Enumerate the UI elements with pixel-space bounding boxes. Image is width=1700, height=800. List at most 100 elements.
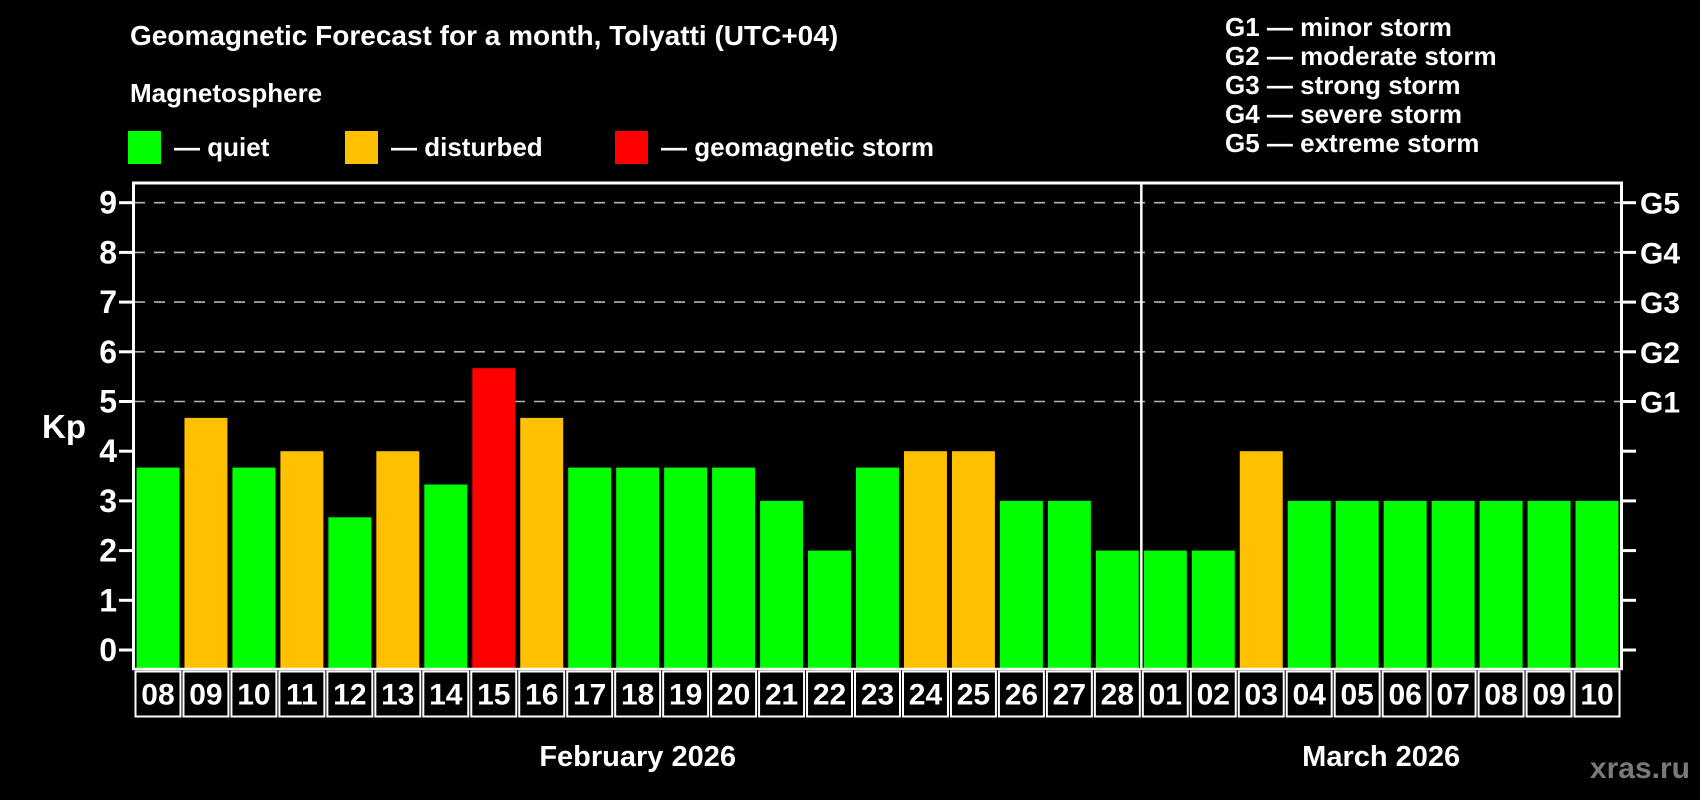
disturbed-color-swatch xyxy=(345,131,378,164)
date-box xyxy=(518,670,566,718)
month-label-1: March 2026 xyxy=(1302,741,1460,773)
date-label: 15 xyxy=(477,679,510,712)
date-label: 18 xyxy=(621,679,654,712)
storm-color-swatch xyxy=(615,131,648,164)
date-label: 02 xyxy=(1197,679,1230,712)
y-axis-label-2: 2 xyxy=(99,533,117,569)
date-box xyxy=(230,670,278,718)
watermark: xras.ru xyxy=(1589,752,1690,785)
date-label: 07 xyxy=(1436,679,1469,712)
kp-bar xyxy=(1095,550,1139,668)
date-label: 08 xyxy=(1484,679,1517,712)
date-box xyxy=(1381,670,1429,718)
date-box xyxy=(1237,670,1285,718)
magnetosphere-label: Magnetosphere xyxy=(130,78,323,108)
right-axis-label-g5: G5 xyxy=(1640,188,1680,221)
y-axis-label-3: 3 xyxy=(99,483,117,519)
date-label: 21 xyxy=(765,679,798,712)
kp-bar xyxy=(1575,500,1619,668)
date-box xyxy=(949,670,997,718)
y-axis-title: Kp xyxy=(42,408,86,445)
right-axis-label-g3: G3 xyxy=(1640,287,1680,320)
kp-bar xyxy=(951,451,995,668)
g-scale-legend-line: G3 — strong storm xyxy=(1225,70,1461,100)
date-label: 05 xyxy=(1340,679,1373,712)
date-label: 20 xyxy=(717,679,750,712)
kp-bar xyxy=(280,451,324,668)
right-axis-label-g1: G1 xyxy=(1640,387,1680,420)
g-scale-legend-line: G2 — moderate storm xyxy=(1225,41,1497,71)
date-box xyxy=(566,670,614,718)
kp-bar xyxy=(424,484,468,668)
kp-bar xyxy=(856,467,899,668)
kp-bar xyxy=(520,417,564,668)
y-axis-label-4: 4 xyxy=(99,433,117,469)
date-label: 27 xyxy=(1053,679,1086,712)
kp-bar xyxy=(712,467,756,668)
month-label-0: February 2026 xyxy=(539,741,736,773)
kp-bar xyxy=(328,517,372,668)
date-box xyxy=(1285,670,1333,718)
y-axis-label-7: 7 xyxy=(99,284,117,320)
date-label: 10 xyxy=(237,679,270,712)
date-box xyxy=(374,670,422,718)
date-label: 25 xyxy=(957,679,990,712)
date-box xyxy=(1525,670,1573,718)
kp-bar xyxy=(1191,550,1235,668)
kp-bar xyxy=(1143,550,1187,668)
g-scale-legend-line: G4 — severe storm xyxy=(1225,99,1463,129)
date-box xyxy=(134,670,182,718)
date-label: 01 xyxy=(1149,679,1182,712)
date-label: 14 xyxy=(429,679,463,712)
date-label: 13 xyxy=(381,679,414,712)
y-axis-label-8: 8 xyxy=(99,234,117,270)
y-axis-label-5: 5 xyxy=(99,384,117,420)
date-label: 12 xyxy=(333,679,366,712)
date-label: 09 xyxy=(189,679,222,712)
date-label: 04 xyxy=(1293,679,1327,712)
date-box xyxy=(422,670,470,718)
legend-item-label: — geomagnetic storm xyxy=(661,132,935,162)
kp-bar xyxy=(1383,500,1427,668)
g-scale-legend-line: G1 — minor storm xyxy=(1225,12,1452,42)
date-box xyxy=(997,670,1045,718)
kp-bar xyxy=(472,368,516,668)
legend-item-storm: — geomagnetic storm xyxy=(615,130,934,165)
kp-bar xyxy=(616,467,660,668)
date-box xyxy=(1429,670,1477,718)
kp-bar xyxy=(1431,500,1475,668)
right-axis-label-g2: G2 xyxy=(1640,337,1680,370)
y-axis-label-1: 1 xyxy=(99,582,117,618)
date-box xyxy=(901,670,949,718)
date-label: 11 xyxy=(286,679,318,712)
kp-bar xyxy=(1479,500,1523,668)
kp-bar xyxy=(664,467,708,668)
kp-bar xyxy=(568,467,612,668)
date-box xyxy=(1093,670,1141,718)
kp-bar xyxy=(808,550,852,668)
legend-item-disturbed: — disturbed xyxy=(345,130,543,165)
kp-bar xyxy=(1287,500,1331,668)
date-box xyxy=(1333,670,1381,718)
date-box xyxy=(662,670,710,718)
kp-bar xyxy=(760,500,804,668)
date-box xyxy=(710,670,758,718)
date-box xyxy=(758,670,806,718)
y-axis-label-9: 9 xyxy=(99,185,117,221)
date-label: 19 xyxy=(669,679,702,712)
kp-bar xyxy=(136,467,180,668)
g-scale-legend-line: G5 — extreme storm xyxy=(1225,128,1480,158)
date-box xyxy=(182,670,230,718)
date-label: 10 xyxy=(1580,679,1613,712)
date-box xyxy=(614,670,662,718)
date-label: 03 xyxy=(1245,679,1278,712)
date-label: 16 xyxy=(525,679,558,712)
y-axis-label-0: 0 xyxy=(99,632,117,668)
legend-item-label: — disturbed xyxy=(391,132,543,162)
date-box xyxy=(1141,670,1189,718)
right-axis-label-g4: G4 xyxy=(1640,237,1680,270)
date-label: 28 xyxy=(1101,679,1134,712)
date-box xyxy=(1045,670,1093,718)
